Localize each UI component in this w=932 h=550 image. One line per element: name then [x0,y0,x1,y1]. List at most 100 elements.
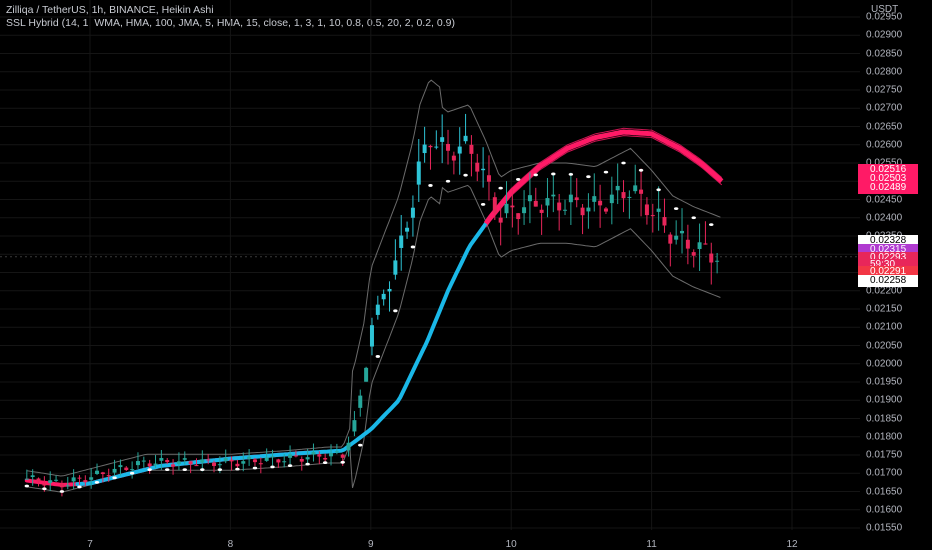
candle-body [381,293,386,300]
ssl-exit-dot [147,468,152,471]
candle-body [24,478,29,480]
price-tick: 0.02850 [866,48,903,59]
chart-title: Zilliqa / TetherUS, 1h, BINANCE, Heikin … [6,4,214,16]
ssl-exit-dot [182,468,187,471]
candle-body [498,217,503,223]
candle-body [475,162,480,172]
candle-body [580,207,585,216]
candle-body [451,155,456,161]
ssl-exit-dot [270,465,275,469]
candle-body [106,475,111,477]
ssl-exit-dot [393,309,398,313]
candle-body [141,460,146,462]
candle-body [65,485,70,487]
ssl-exit-dot [322,461,328,465]
candle-body [434,146,439,148]
ssl-exit-dot [200,468,205,471]
candle-body [305,457,310,460]
candle-body [48,480,53,483]
candle-body [674,235,679,240]
ssl-exit-dot [551,172,556,176]
candle-body [446,143,451,151]
candle-body [118,465,123,468]
ssl-exit-dot [217,468,223,471]
candle-body [329,453,334,457]
ssl-exit-dot [516,178,521,181]
candle-body [36,478,41,482]
price-tag: 0.02258 [858,275,918,287]
price-tick: 0.02400 [866,212,903,224]
ssl-exit-dot [568,173,574,176]
candle-body [422,144,427,154]
candle-body [563,209,568,211]
ssl-exit-dot [129,471,135,475]
candle-body [416,161,421,185]
price-tick: 0.01750 [866,449,903,461]
price-chart[interactable] [0,0,860,550]
candle-body [428,145,433,148]
ssl-exit-dot [533,173,538,177]
candle-body [399,235,404,248]
ssl-exit-dot [638,168,644,172]
price-tick: 0.01650 [866,486,903,497]
candle-body [235,463,240,467]
price-tick: 0.02550 [866,157,903,169]
candle-body [176,461,181,465]
price-tick: 0.01900 [866,394,903,406]
candle-body [621,192,626,199]
price-tick: 0.02100 [866,321,903,333]
candle-body [504,203,509,214]
price-tick: 0.01600 [866,504,903,516]
candle-body [527,195,532,202]
ssl-exit-dot [235,467,240,471]
price-tick: 0.02900 [866,29,903,41]
candle-body [194,465,199,467]
candle-body [153,463,158,465]
candle-body [323,458,328,460]
currency-label: USDT [871,4,899,15]
candle-body [352,420,357,432]
candle-body [247,456,252,459]
candle-body [685,239,690,249]
candle-body [334,451,339,453]
time-tick: 9 [368,539,374,550]
price-tick: 0.01950 [866,376,903,388]
ssl-baseline-bull [75,219,490,487]
candle-body [633,185,638,192]
candle-body [83,480,88,483]
ssl-exit-dot [621,161,626,165]
candle-body [241,461,246,464]
candle-body [71,477,76,482]
price-tick: 0.02750 [866,84,903,96]
ssl-exit-dot [340,460,345,464]
candle-body [574,197,579,201]
candle-body [77,477,82,479]
candle-body [30,475,35,478]
candle-body [539,209,544,213]
candle-body [276,459,281,463]
price-tick: 0.02000 [866,358,903,370]
ssl-exit-dot [656,188,661,192]
candle-body [346,442,351,451]
candle-body [288,454,293,458]
candle-body [510,205,515,208]
candle-body [592,196,597,202]
ssl-exit-dot [77,485,82,489]
candle-body [252,459,257,463]
ssl-exit-dot [94,480,100,484]
candle-body [188,461,193,465]
ssl-exit-dot [709,223,714,226]
candle-body [42,483,47,486]
candle-body [171,464,176,467]
price-tick: 0.01800 [866,431,903,443]
candle-body [551,194,556,197]
candle-body [258,463,263,465]
candle-body [124,467,129,471]
ssl-exit-dot [112,476,117,480]
candle-body [223,458,228,462]
candle-body [387,288,392,292]
candle-body [317,454,322,457]
candle-body [375,304,380,315]
price-tick: 0.02800 [866,66,903,78]
price-tick: 0.02700 [866,102,903,114]
